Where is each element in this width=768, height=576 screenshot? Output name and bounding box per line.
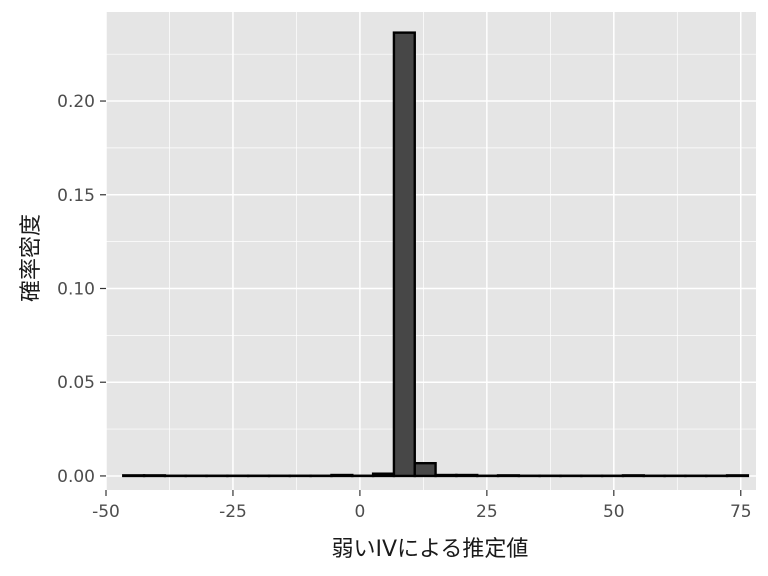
histogram-bar (142, 474, 167, 478)
x-axis-title: 弱いIVによる推定値 (332, 537, 529, 562)
histogram-bar (434, 473, 458, 478)
y-tick-label: 0.05 (57, 373, 95, 393)
y-axis-title: 確率密度 (19, 214, 44, 302)
panel-background (106, 12, 756, 490)
plot-panel (105, 12, 756, 490)
histogram-bar (392, 31, 416, 478)
y-tick-label: 0.15 (57, 186, 95, 206)
x-tick-label: 25 (476, 502, 498, 522)
histogram-bars (122, 31, 750, 478)
histogram-bar (496, 474, 521, 478)
x-tick-label: -25 (219, 502, 247, 522)
x-tick-label: 50 (603, 502, 625, 522)
x-tick-label: 0 (354, 502, 365, 522)
histogram-bar (122, 474, 146, 478)
y-tick-label: 0.20 (57, 92, 95, 112)
histogram-bar (371, 472, 396, 478)
x-tick-label: -50 (92, 502, 120, 522)
axis-ticks: -50 -25 0 25 50 75 0.00 0.05 0.10 0.15 0.20 (57, 92, 751, 522)
histogram-bar (455, 473, 479, 478)
y-tick-label: 0.00 (57, 467, 95, 487)
x-tick-label: 75 (730, 502, 752, 522)
histogram-bar (413, 461, 437, 478)
y-tick-label: 0.10 (57, 279, 95, 299)
histogram-bar (330, 473, 354, 478)
histogram-bar (725, 474, 750, 478)
histogram-bar (621, 474, 645, 478)
